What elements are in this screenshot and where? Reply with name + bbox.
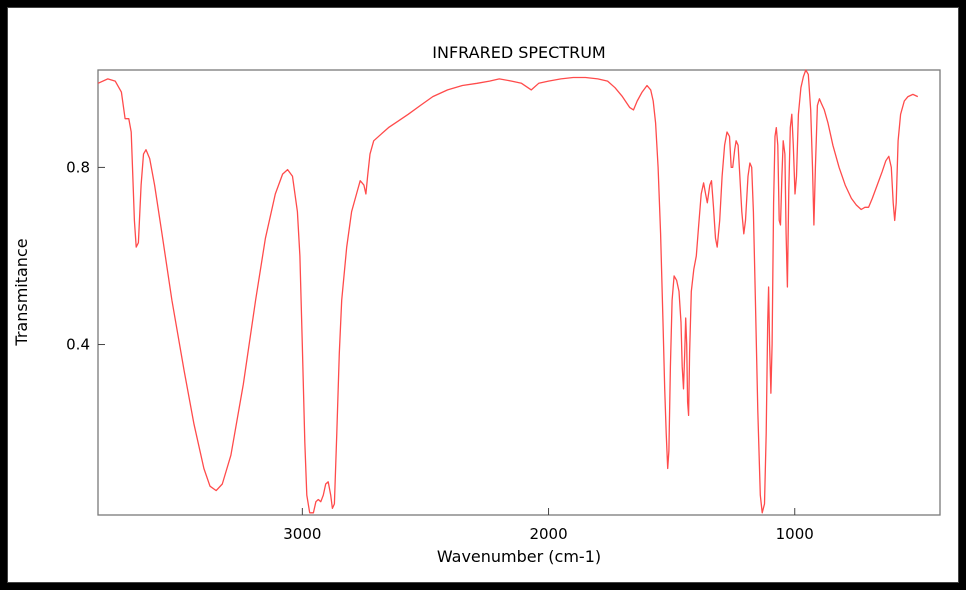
x-tick-label: 2000 bbox=[529, 525, 567, 543]
y-tick-label: 0.8 bbox=[66, 158, 90, 176]
x-axis: 3000 2000 1000 bbox=[283, 508, 814, 543]
y-axis-title: Transmitance bbox=[12, 238, 31, 346]
x-tick-label: 1000 bbox=[776, 525, 814, 543]
x-tick-label: 3000 bbox=[283, 525, 321, 543]
y-tick-label: 0.4 bbox=[66, 336, 90, 354]
spectrum-line bbox=[97, 69, 919, 514]
y-axis: 0.8 0.4 bbox=[66, 158, 105, 354]
chart-title: INFRARED SPECTRUM bbox=[432, 43, 605, 62]
x-axis-title: Wavenumber (cm-1) bbox=[437, 547, 601, 566]
plot-area bbox=[97, 69, 941, 516]
